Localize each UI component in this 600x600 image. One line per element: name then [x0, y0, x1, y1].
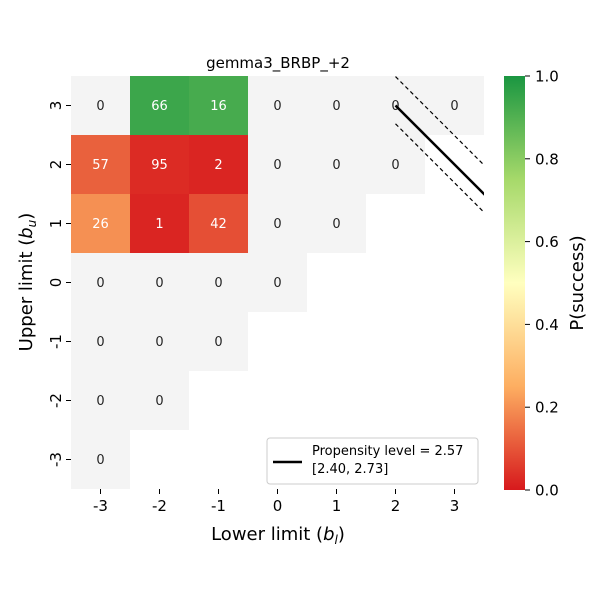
- x-tick-label: 1: [332, 497, 342, 515]
- y-axis-label-var: b: [16, 227, 37, 238]
- cell-value-label: 0: [155, 335, 163, 350]
- cell-value-label: 0: [273, 158, 281, 173]
- cell-value-label: 0: [96, 335, 104, 350]
- cell-value-label: 0: [450, 99, 458, 114]
- legend-label-level: Propensity level = 2.57: [312, 444, 463, 459]
- x-tick-label: -1: [211, 497, 226, 515]
- heatmap-cell: [71, 371, 130, 430]
- y-tick-label: 2: [47, 160, 65, 170]
- cell-value-label: 0: [391, 158, 399, 173]
- cell-value-label: 0: [96, 276, 104, 291]
- x-tick-label: 3: [450, 497, 460, 515]
- cell-value-label: 0: [96, 99, 104, 114]
- legend: Propensity level = 2.57 [2.40, 2.73]: [266, 437, 479, 485]
- x-tick-label: -3: [93, 497, 108, 515]
- heatmap-cell: [130, 371, 189, 430]
- propensity-level-line: [394, 104, 484, 196]
- heatmap-cell: [189, 194, 248, 253]
- heatmap-cell: [189, 135, 248, 194]
- cell-value-label: 26: [92, 217, 109, 232]
- x-axis-label: Lower limit (bl): [211, 524, 345, 547]
- heatmap-cell: [307, 135, 366, 194]
- cell-value-label: 0: [155, 276, 163, 291]
- y-tick-label: -2: [47, 393, 65, 408]
- heatmap-cell: [130, 76, 189, 135]
- colorbar-tick-label: 0.4: [535, 316, 559, 334]
- heatmap-cell: [71, 253, 130, 312]
- heatmap-cell: [71, 312, 130, 371]
- colorbar: [504, 76, 525, 490]
- cell-value-label: 0: [214, 276, 222, 291]
- cell-value-label: 0: [273, 217, 281, 232]
- y-tick-label: -1: [47, 334, 65, 349]
- y-tick-label: 0: [47, 278, 65, 288]
- heatmap-cell: [248, 135, 307, 194]
- cell-value-label: 42: [210, 217, 227, 232]
- x-tick-label: 2: [391, 497, 401, 515]
- heatmap-cell: [248, 194, 307, 253]
- x-tick-label: -2: [152, 497, 167, 515]
- heatmap-cell: [248, 253, 307, 312]
- heatmap-cell: [130, 194, 189, 253]
- heatmap-cell: [189, 76, 248, 135]
- heatmap-cell: [425, 76, 484, 135]
- x-tick-label: 0: [273, 497, 283, 515]
- cell-value-label: 0: [273, 99, 281, 114]
- cell-value-label: 0: [332, 217, 340, 232]
- colorbar-tick-label: 0.0: [535, 482, 559, 500]
- propensity-lines: [394, 76, 484, 214]
- heatmap-cell: [71, 194, 130, 253]
- heatmap-cell: [130, 312, 189, 371]
- colorbar-label: P(success): [567, 235, 588, 330]
- heatmap-cell: [189, 312, 248, 371]
- x-axis-label-sub: l: [335, 533, 339, 547]
- x-axis-ticks: -3 -2 -1 0 1 2 3: [93, 489, 459, 515]
- heatmap-cell: [71, 135, 130, 194]
- legend-label-ci: [2.40, 2.73]: [312, 462, 388, 477]
- cell-value-label: 16: [210, 99, 227, 114]
- cell-value-label: 1: [155, 217, 163, 232]
- chart-title: gemma3_BRBP_+2: [206, 54, 350, 73]
- y-axis-label: Upper limit (bu): [16, 213, 39, 352]
- heatmap-cell: [130, 253, 189, 312]
- colorbar-tick-label: 0.8: [535, 150, 559, 168]
- legend-box: [266, 437, 479, 485]
- y-tick-label: -3: [47, 452, 65, 467]
- x-axis-label-close: ): [338, 524, 345, 545]
- heatmap-cell: [130, 135, 189, 194]
- colorbar-tick-label: 1.0: [535, 68, 559, 86]
- heatmap-cell: [71, 430, 130, 489]
- cell-value-label: 0: [332, 99, 340, 114]
- x-axis-label-main: Lower limit (: [211, 524, 323, 545]
- cell-value-label: 0: [332, 158, 340, 173]
- heatmap-cell: [189, 253, 248, 312]
- cell-value-label: 57: [92, 158, 109, 173]
- cell-value-label: 0: [96, 453, 104, 468]
- y-tick-label: 3: [47, 101, 65, 111]
- cell-value-label: 95: [151, 158, 168, 173]
- heatmap-cell: [307, 76, 366, 135]
- heatmap-cell: [366, 135, 425, 194]
- heatmap-cell: [71, 76, 130, 135]
- colorbar-tick-label: 0.6: [535, 233, 559, 251]
- heatmap-cells: 0 66 16 0 0 0 057 95 2 0 0 026 1 42 0 00 0 0 00 0 00 00: [71, 76, 484, 489]
- cell-value-label: 66: [151, 99, 168, 114]
- y-axis-ticks: 3 2 1 0 -1 -2 -3: [47, 101, 71, 467]
- cell-value-label: 0: [96, 394, 104, 409]
- colorbar-ticks: 0.0 0.2 0.4 0.6 0.8 1.0: [525, 68, 559, 500]
- cell-value-label: 0: [155, 394, 163, 409]
- cell-value-label: 0: [214, 335, 222, 350]
- colorbar-tick-label: 0.2: [535, 399, 559, 417]
- y-tick-label: 1: [47, 219, 65, 229]
- heatmap-cell: [248, 76, 307, 135]
- cell-value-label: 2: [214, 158, 222, 173]
- cell-value-label: 0: [273, 276, 281, 291]
- y-axis-label-sub: u: [25, 219, 39, 227]
- x-axis-label-var: b: [323, 524, 334, 545]
- heatmap-cell: [307, 194, 366, 253]
- y-axis-label-main: Upper limit (: [16, 239, 37, 352]
- y-axis-label-close: ): [16, 213, 37, 220]
